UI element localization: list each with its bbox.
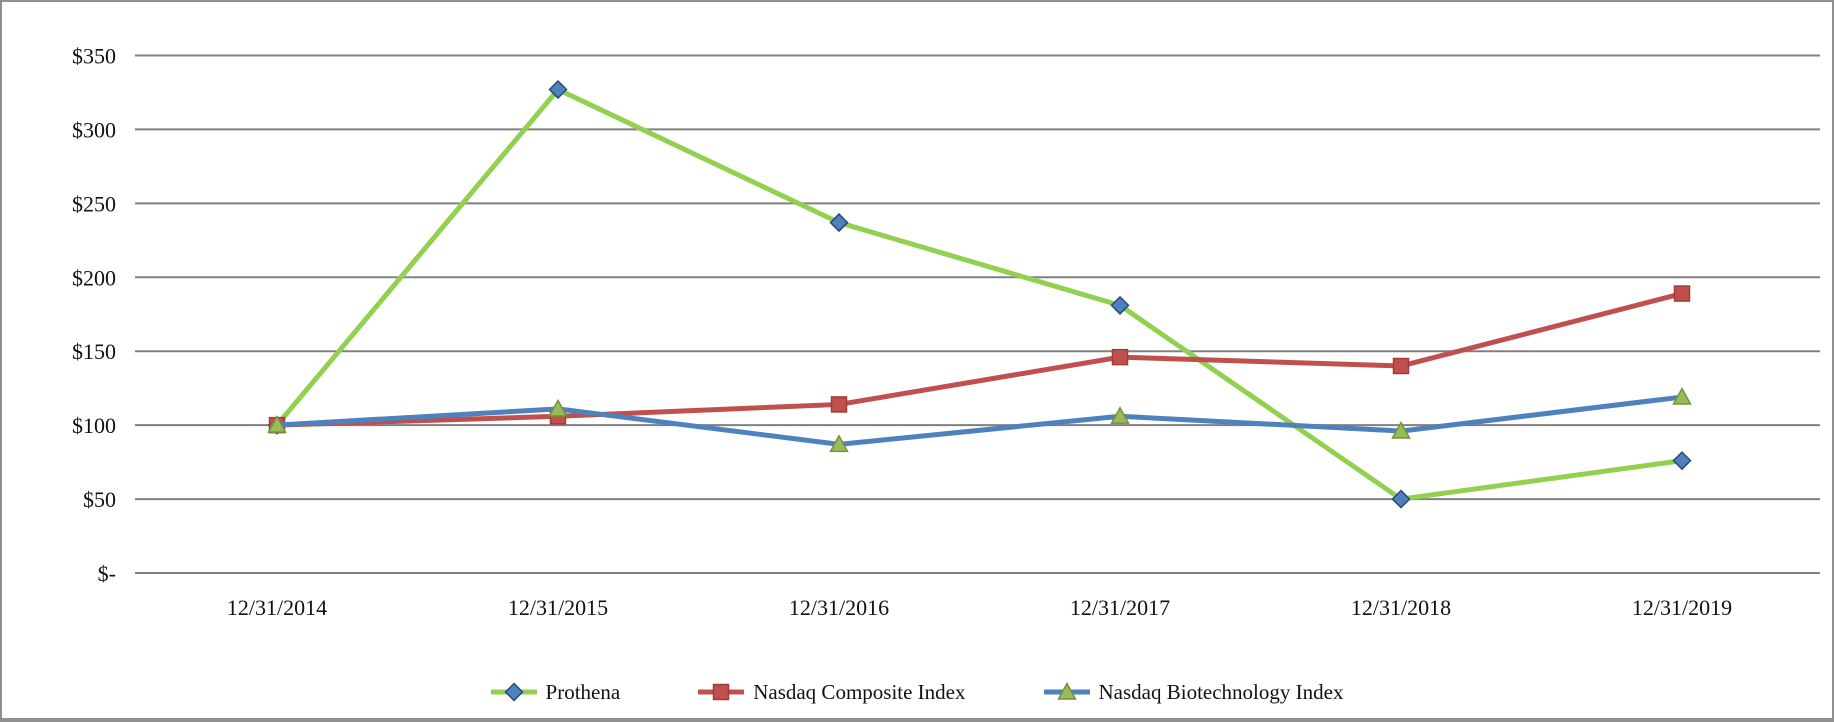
square-marker-icon [1392, 357, 1410, 375]
legend-label: Nasdaq Composite Index [753, 679, 966, 704]
series-nasdaq-composite-index [268, 285, 1691, 434]
x-tick-label: 12/31/2015 [508, 595, 608, 620]
y-tick-label: $350 [72, 44, 116, 69]
x-tick-label: 12/31/2016 [789, 595, 889, 620]
series-line-nasdaq-biotechnology-index [274, 394, 1685, 447]
square-marker-icon [712, 683, 730, 701]
y-tick-label: $- [98, 561, 116, 586]
diamond-marker-icon [503, 682, 524, 702]
diamond-marker-icon [1672, 451, 1692, 471]
triangle-marker-icon [829, 434, 849, 453]
triangle-marker-icon [1056, 681, 1077, 700]
y-tick-label: $200 [72, 265, 116, 290]
x-tick-label: 12/31/2019 [1632, 595, 1732, 620]
diamond-marker-icon [1391, 489, 1411, 509]
y-tick-label: $150 [72, 339, 116, 364]
square-marker-icon [1673, 285, 1691, 302]
y-tick-label: $100 [72, 413, 116, 438]
series-prothena [267, 79, 1692, 509]
legend-key-diamond-icon [490, 682, 537, 702]
x-tick-label: 12/31/2017 [1070, 595, 1170, 620]
triangle-marker-icon [1110, 406, 1130, 425]
series-line-prothena [274, 86, 1685, 502]
series-nasdaq-biotechnology-index [267, 386, 1692, 453]
legend-key-square-icon [698, 683, 745, 701]
chart-legend: Prothena Nasdaq Composite Index Nasdaq Bio… [2, 670, 1832, 714]
diamond-marker-icon [1110, 295, 1130, 315]
triangle-marker-icon [267, 415, 287, 433]
y-tick-label: $50 [83, 487, 116, 512]
legend-key-triangle-icon [1043, 681, 1090, 700]
x-tick-label: 12/31/2014 [227, 595, 327, 620]
triangle-marker-icon [1391, 420, 1411, 439]
legend-item-nasdaq-biotechnology-index: Nasdaq Biotechnology Index [1043, 679, 1344, 705]
triangle-marker-icon [1672, 386, 1692, 405]
legend-label: Prothena [545, 679, 621, 704]
square-marker-icon [830, 396, 848, 413]
x-tick-label: 12/31/2018 [1351, 595, 1451, 620]
y-tick-label: $250 [72, 191, 116, 216]
series-line-nasdaq-composite-index [274, 291, 1685, 428]
y-tick-label: $300 [72, 117, 116, 142]
legend-item-prothena: Prothena [490, 679, 621, 705]
legend-label: Nasdaq Biotechnology Index [1098, 679, 1344, 704]
triangle-marker-icon [548, 398, 568, 417]
legend-item-nasdaq-composite-index: Nasdaq Composite Index [698, 679, 966, 705]
diamond-marker-icon [548, 79, 568, 100]
diamond-marker-icon [829, 213, 849, 233]
square-marker-icon [1111, 348, 1129, 366]
